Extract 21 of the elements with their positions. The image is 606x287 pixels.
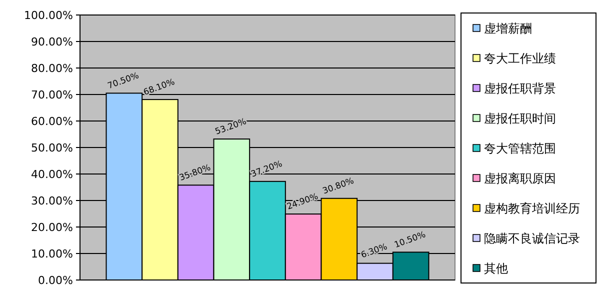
y-tick-label: 20.00% (31, 221, 73, 234)
y-tick-label: 60.00% (31, 115, 73, 128)
y-tick-label: 0.00% (38, 274, 73, 287)
legend-label: 虚报任职时间 (484, 112, 556, 126)
y-tick-label: 30.00% (31, 194, 73, 208)
y-tick-label: 70.00% (31, 88, 73, 102)
y-tick-label: 100.00% (24, 9, 73, 22)
y-tick-label: 50.00% (31, 142, 73, 154)
legend-label: 隐瞒不良诚信记录 (484, 232, 580, 246)
y-tick-label: 80.00% (31, 62, 73, 75)
y-tick-label: 10.00% (31, 248, 73, 260)
y-tick-label: 90.00% (31, 36, 73, 48)
legend-label: 虚报离职原因 (484, 172, 556, 186)
legend-label: 虚增薪酬 (484, 22, 532, 36)
legend-label: 虚报任职背景 (484, 82, 556, 96)
legend-label: 其他 (484, 262, 508, 276)
legend-label: 夸大管辖范围 (484, 142, 556, 156)
legend-label: 虚构教育培训经历 (484, 202, 580, 216)
legend-label: 夸大工作业绩 (484, 52, 556, 66)
data-label: 6.30% (360, 242, 389, 261)
y-tick-label: 40.00% (31, 168, 73, 181)
